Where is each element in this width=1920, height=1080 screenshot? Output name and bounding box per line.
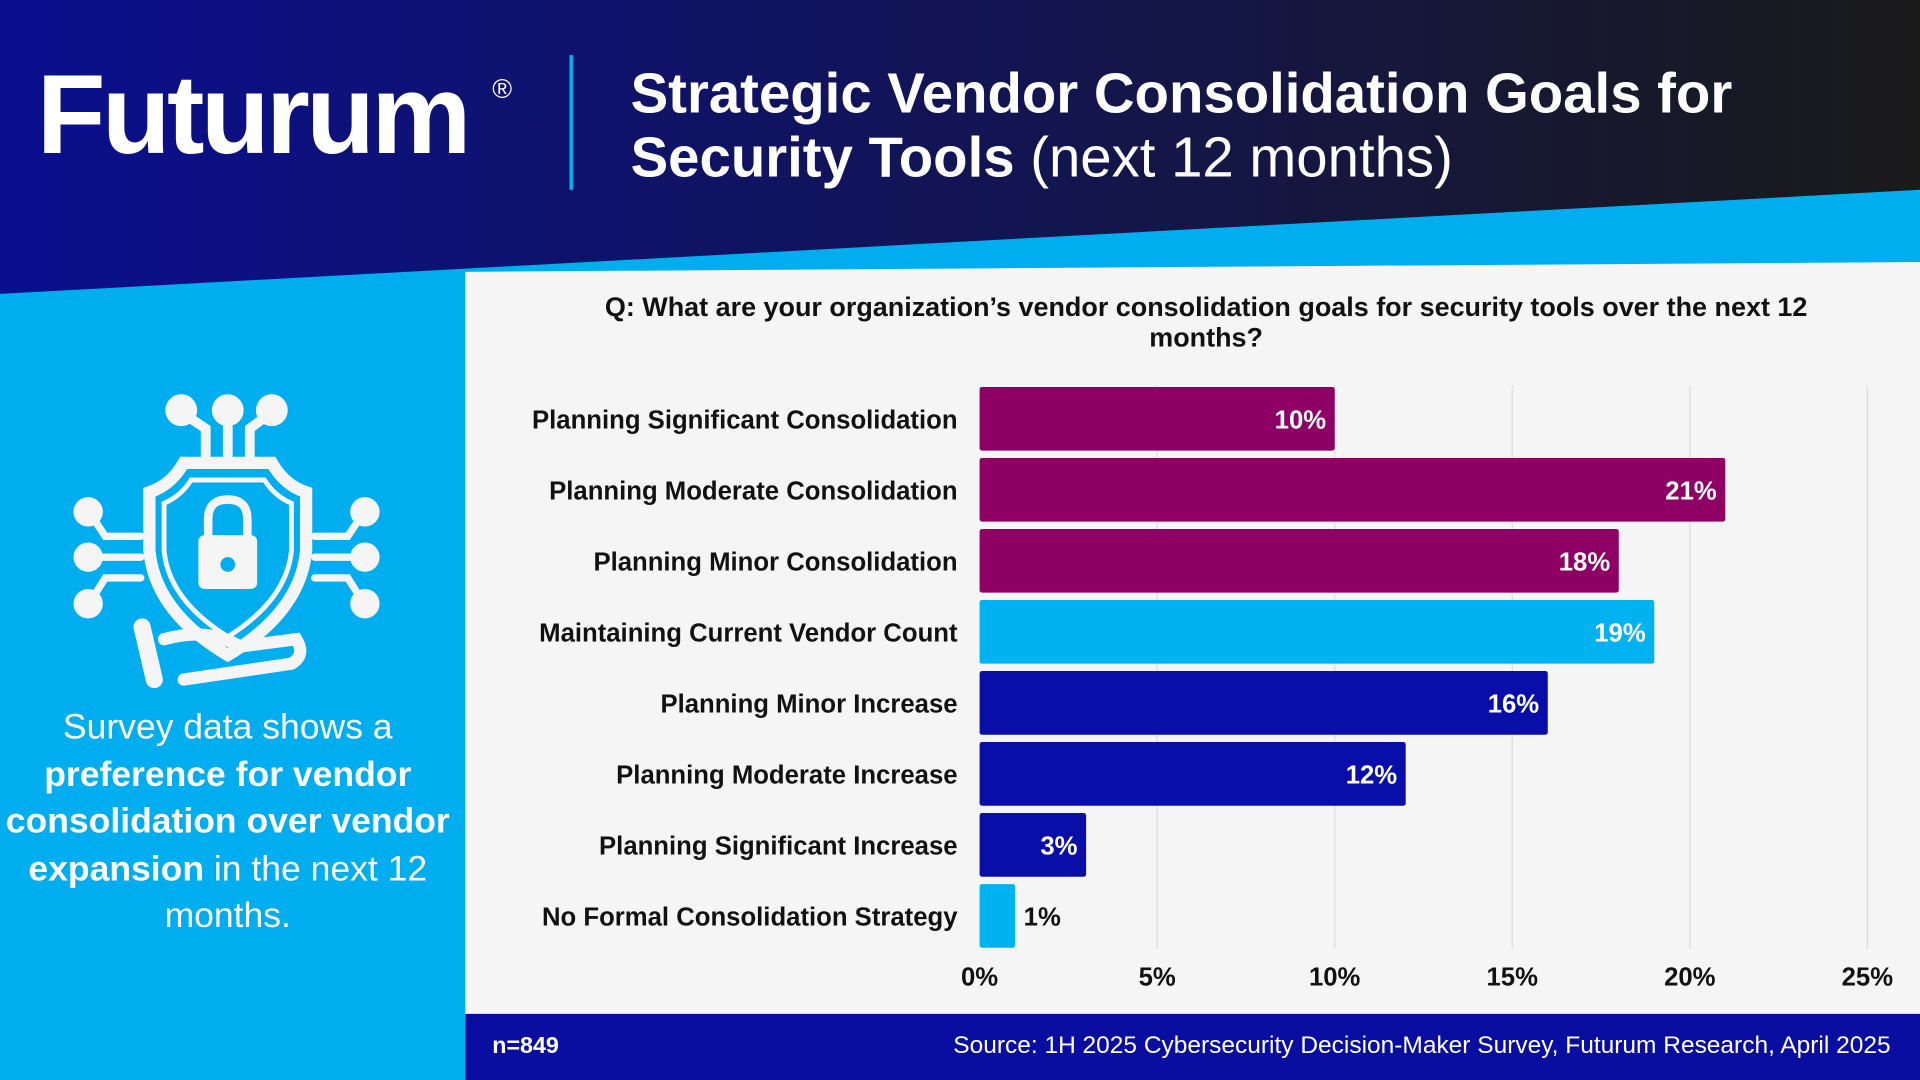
question: Q: What are your organization’s vendor c…	[604, 291, 1808, 353]
title-main: Strategic Vendor Consolidation Goals for…	[630, 61, 1733, 189]
bar	[979, 457, 1726, 522]
shield-lock-circuit-hand-icon	[73, 394, 380, 689]
x-tick-label: 10%	[1309, 964, 1361, 992]
bar	[979, 813, 1087, 877]
bar	[979, 386, 1335, 451]
sample-size: n=849	[492, 1033, 559, 1060]
x-tick-label: 25%	[1842, 964, 1894, 992]
category-label: Planning Minor Increase	[660, 691, 957, 719]
data-label: 10%	[1275, 407, 1327, 435]
category-label: Planning Moderate Consolidation	[549, 478, 957, 506]
futurum-logo: Futurum	[36, 52, 472, 178]
data-label: 18%	[1559, 549, 1611, 577]
bar	[979, 671, 1548, 735]
data-label: 1%	[1024, 904, 1061, 932]
category-label: Planning Moderate Increase	[616, 762, 957, 790]
sidebar-text-1: Survey data shows a	[62, 707, 393, 747]
registered-mark: ®	[492, 73, 513, 105]
sidebar-text-2: in the next 12 months.	[164, 849, 428, 936]
bar	[979, 742, 1406, 806]
category-label: Maintaining Current Vendor Count	[539, 620, 958, 648]
sidebar-text-bold: preference for vendor consolidation over…	[5, 754, 450, 889]
sidebar-text: Survey data shows a preference for vendo…	[0, 704, 456, 940]
data-label: 3%	[1040, 833, 1077, 861]
x-tick-label: 5%	[1139, 964, 1176, 992]
source-note: Source: 1H 2025 Cybersecurity Decision-M…	[953, 1032, 1891, 1060]
data-label: 19%	[1594, 620, 1646, 648]
footer: n=849 Source: 1H 2025 Cybersecurity Deci…	[465, 1013, 1920, 1080]
bar	[979, 600, 1655, 664]
x-tick-label: 20%	[1664, 964, 1716, 992]
x-tick-label: 0%	[961, 964, 998, 992]
category-label: Planning Significant Increase	[599, 833, 958, 861]
x-tick-label: 15%	[1487, 964, 1539, 992]
category-label: Planning Minor Consolidation	[593, 549, 957, 577]
data-label: 12%	[1346, 762, 1398, 790]
title-sub: (next 12 months)	[1014, 124, 1453, 189]
bar	[979, 884, 1016, 948]
category-label: Planning Significant Consolidation	[532, 407, 958, 435]
header-divider	[569, 55, 574, 190]
data-label: 16%	[1488, 691, 1540, 719]
page-title: Strategic Vendor Consolidation Goals for…	[631, 61, 1917, 188]
data-label: 21%	[1665, 478, 1717, 506]
bar	[979, 528, 1619, 593]
category-label: No Formal Consolidation Strategy	[542, 904, 958, 932]
